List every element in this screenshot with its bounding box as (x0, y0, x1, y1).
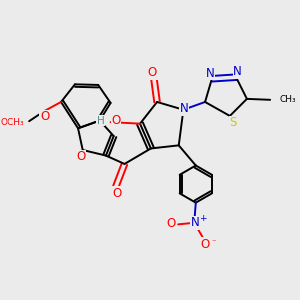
Text: O: O (76, 150, 86, 163)
Text: O: O (167, 217, 176, 230)
Text: OCH₃: OCH₃ (1, 118, 25, 127)
Text: O: O (112, 187, 122, 200)
Text: N: N (180, 102, 188, 115)
Text: O: O (201, 238, 210, 251)
Text: H: H (97, 116, 104, 126)
Text: N: N (206, 67, 215, 80)
Text: O: O (40, 110, 49, 123)
Text: S: S (229, 116, 237, 129)
Text: N: N (190, 216, 199, 229)
Text: O: O (148, 66, 157, 79)
Text: CH₃: CH₃ (279, 95, 296, 104)
Text: O: O (112, 114, 121, 127)
Text: +: + (199, 214, 207, 223)
Text: ⁻: ⁻ (212, 239, 216, 248)
Text: N: N (233, 65, 242, 78)
